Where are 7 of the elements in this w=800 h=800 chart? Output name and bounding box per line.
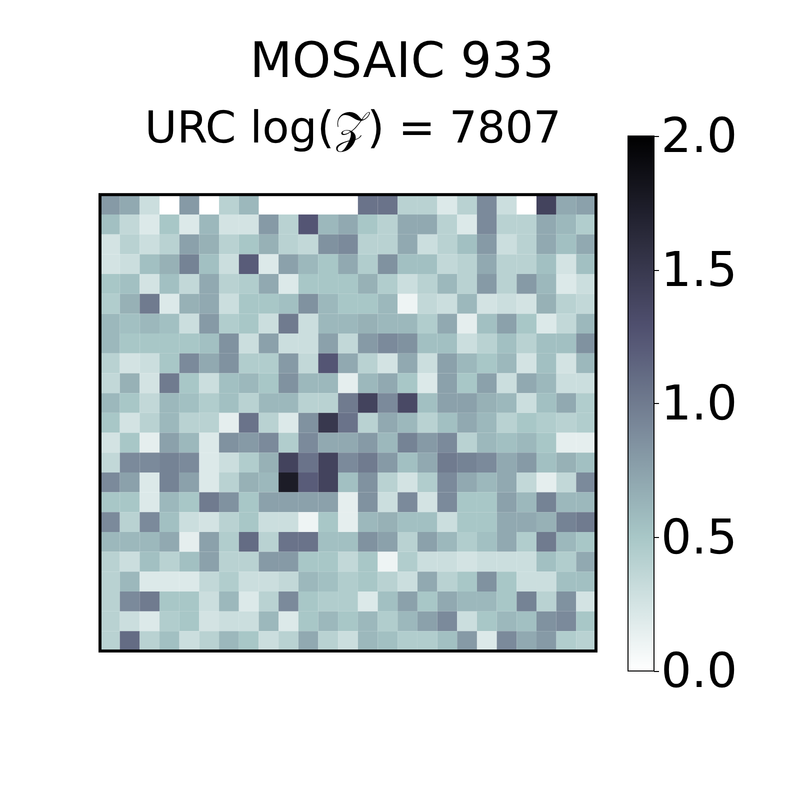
color-bar-label: 2.0 bbox=[661, 108, 738, 164]
color-bar-label: 0.0 bbox=[661, 643, 738, 699]
color-bar-label: 0.5 bbox=[661, 509, 738, 566]
color-bar-label: 1.0 bbox=[661, 376, 738, 432]
chart-title: MOSAIC 933 bbox=[250, 32, 554, 89]
color-bar-label: 1.5 bbox=[661, 242, 738, 298]
chart-subtitle: URC log(𝒵) = 7807 bbox=[144, 102, 562, 154]
